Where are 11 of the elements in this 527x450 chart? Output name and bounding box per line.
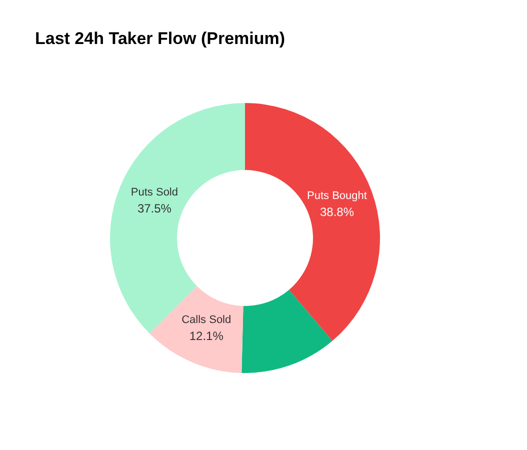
slice-label: Calls Sold xyxy=(182,314,232,326)
data-label: 37.5% xyxy=(137,201,172,216)
donut-slice xyxy=(245,103,380,341)
donut-slice xyxy=(150,286,244,373)
slice-label: Puts Bought xyxy=(307,190,367,202)
donut-slice xyxy=(110,103,245,334)
donut-slice xyxy=(242,290,332,373)
data-label: 38.8% xyxy=(320,205,354,220)
data-label: 12.1% xyxy=(189,329,224,344)
chart-title: Last 24h Taker Flow (Premium) xyxy=(35,29,286,48)
slice-label: Puts Sold xyxy=(130,186,178,198)
